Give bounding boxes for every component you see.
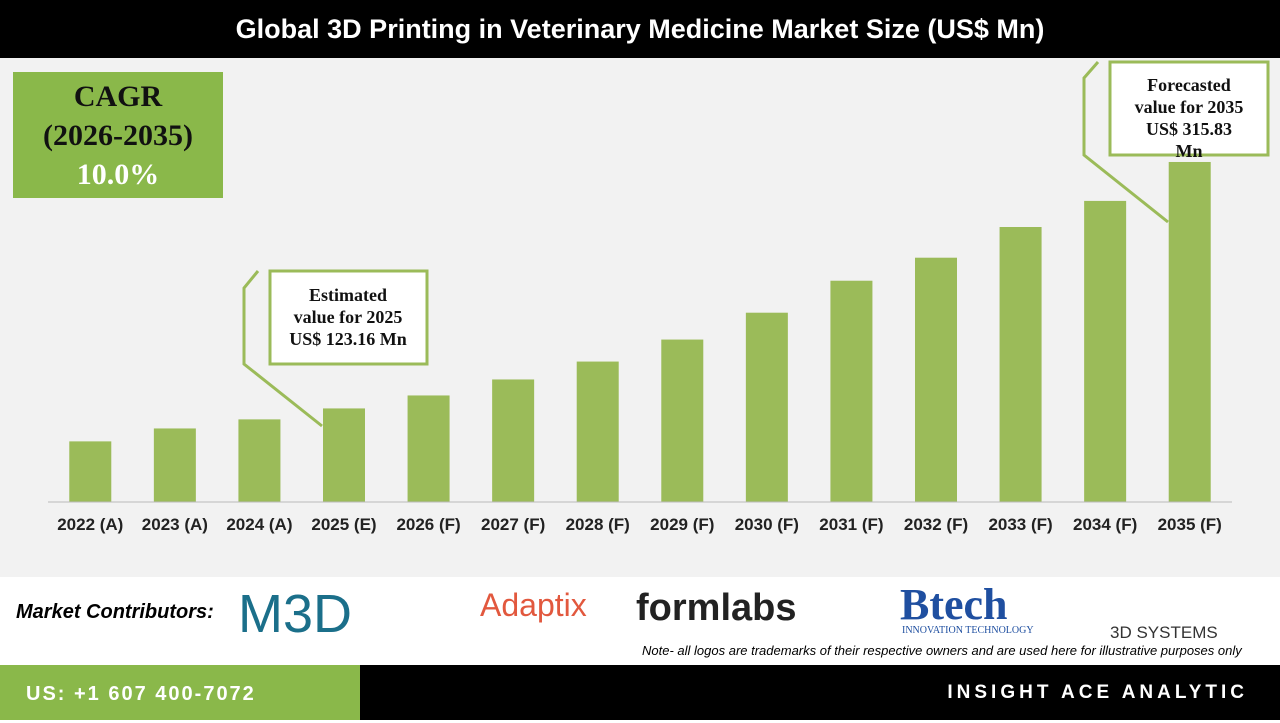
cagr-period: (2026-2035): [43, 119, 193, 152]
x-tick-label: 2024 (A): [226, 515, 292, 534]
x-tick-label: 2022 (A): [57, 515, 123, 534]
bar: [1084, 200, 1127, 502]
bar: [323, 408, 365, 502]
logo: M3D: [238, 584, 353, 644]
callout-leader: [242, 270, 323, 428]
note: Note- all logos are trademarks of their …: [642, 643, 1242, 658]
callout-text: US$ 123.16 Mn: [289, 329, 407, 349]
chart: 2022 (A) 2023 (A) 2024 (A) 2025 (E) 2026 (F)…: [0, 58, 1280, 577]
x-tick-label: 2025 (E): [311, 515, 376, 534]
bar: [238, 419, 281, 502]
cagr-label: CAGR: [74, 80, 163, 113]
bar: [407, 395, 450, 502]
bar: [830, 280, 873, 502]
company: INSIGHT ACE ANALYTIC: [360, 665, 1280, 720]
contributors: Market Contributors: M3D Adaptix formlab…: [0, 577, 1280, 665]
bar: [153, 428, 196, 502]
callout-text: value for 2025: [294, 307, 403, 327]
title: Global 3D Printing in Veterinary Medicin…: [0, 0, 1280, 58]
callout-leader: [1082, 61, 1169, 224]
contributors-label: Market Contributors:: [16, 601, 214, 623]
x-tick-label: 2026 (F): [396, 515, 460, 534]
logo: 3D SYSTEMS: [1110, 623, 1218, 642]
logo: Adaptix: [480, 587, 587, 623]
bar: [1168, 161, 1211, 502]
bar: [69, 441, 112, 502]
x-tick-label: 2028 (F): [566, 515, 630, 534]
bar: [999, 227, 1042, 502]
callout-box: [268, 269, 429, 366]
bar: [745, 312, 788, 502]
callout-text: Mn: [1176, 141, 1203, 161]
x-tick-label: 2030 (F): [735, 515, 799, 534]
callout-box: [1108, 60, 1270, 157]
logo: Btech: [900, 580, 1008, 629]
cagr-box: [13, 72, 223, 198]
x-tick-label: 2035 (F): [1158, 515, 1222, 534]
cagr-value: 10.0%: [77, 158, 160, 191]
phone: US: +1 607 400-7072: [0, 665, 360, 720]
x-tick-label: 2031 (F): [819, 515, 883, 534]
callout-text: Estimated: [309, 285, 387, 305]
callout-text: US$ 315.83: [1146, 119, 1232, 139]
x-tick-label: 2034 (F): [1073, 515, 1137, 534]
bar: [492, 379, 535, 502]
x-tick-label: 2023 (A): [142, 515, 208, 534]
x-tick-label: 2029 (F): [650, 515, 714, 534]
callout-text: Forecasted: [1147, 75, 1231, 95]
x-tick-label: 2027 (F): [481, 515, 545, 534]
bar: [915, 257, 957, 502]
logo: formlabs: [636, 587, 797, 629]
bar: [576, 361, 619, 502]
logo-subtitle: INNOVATION TECHNOLOGY: [902, 625, 1034, 636]
x-tick-label: 2033 (F): [988, 515, 1052, 534]
callout-text: value for 2035: [1135, 97, 1244, 117]
bar: [661, 339, 704, 502]
x-tick-label: 2032 (F): [904, 515, 968, 534]
